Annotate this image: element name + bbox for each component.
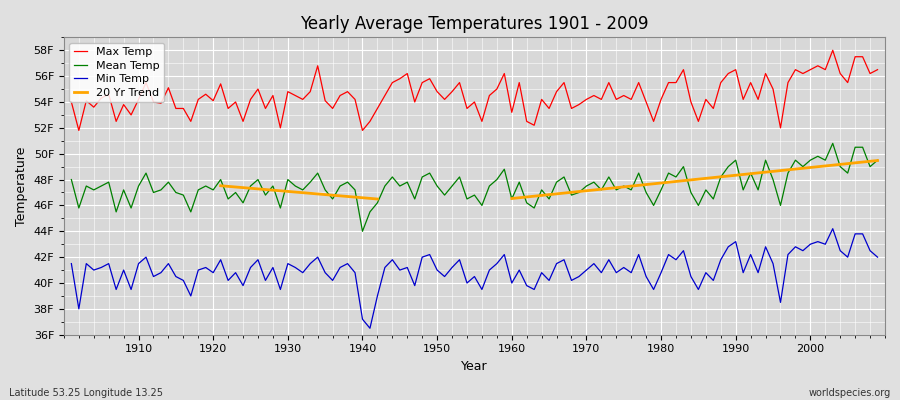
Max Temp: [827, 48, 838, 53]
Mean Temp: [126, 206, 137, 210]
Min Temp: [335, 265, 346, 270]
Mean Temp: [603, 174, 614, 179]
Min Temp: [827, 226, 838, 231]
Min Temp: [66, 261, 77, 266]
X-axis label: Year: Year: [461, 360, 488, 373]
Text: Latitude 53.25 Longitude 13.25: Latitude 53.25 Longitude 13.25: [9, 388, 163, 398]
Mean Temp: [290, 184, 301, 188]
Line: Max Temp: Max Temp: [71, 50, 878, 130]
Min Temp: [290, 265, 301, 270]
Max Temp: [342, 89, 353, 94]
Mean Temp: [827, 141, 838, 146]
Title: Yearly Average Temperatures 1901 - 2009: Yearly Average Temperatures 1901 - 2009: [301, 15, 649, 33]
Y-axis label: Temperature: Temperature: [15, 146, 28, 226]
Mean Temp: [66, 177, 77, 182]
Max Temp: [66, 100, 77, 104]
Legend: Max Temp, Mean Temp, Min Temp, 20 Yr Trend: Max Temp, Mean Temp, Min Temp, 20 Yr Tre…: [69, 43, 164, 102]
Min Temp: [603, 257, 614, 262]
Max Temp: [297, 97, 308, 102]
Mean Temp: [335, 184, 346, 188]
Max Temp: [872, 67, 883, 72]
Mean Temp: [872, 158, 883, 162]
Min Temp: [872, 255, 883, 260]
Max Temp: [603, 80, 614, 85]
Max Temp: [74, 128, 85, 133]
Mean Temp: [514, 180, 525, 184]
Max Temp: [514, 80, 525, 85]
Min Temp: [364, 326, 375, 331]
Line: Min Temp: Min Temp: [71, 229, 878, 328]
Mean Temp: [507, 196, 517, 201]
Min Temp: [514, 268, 525, 272]
Text: worldspecies.org: worldspecies.org: [809, 388, 891, 398]
Min Temp: [126, 287, 137, 292]
Line: Mean Temp: Mean Temp: [71, 143, 878, 231]
Max Temp: [507, 110, 517, 115]
Min Temp: [507, 281, 517, 286]
Mean Temp: [357, 229, 368, 234]
Max Temp: [133, 97, 144, 102]
